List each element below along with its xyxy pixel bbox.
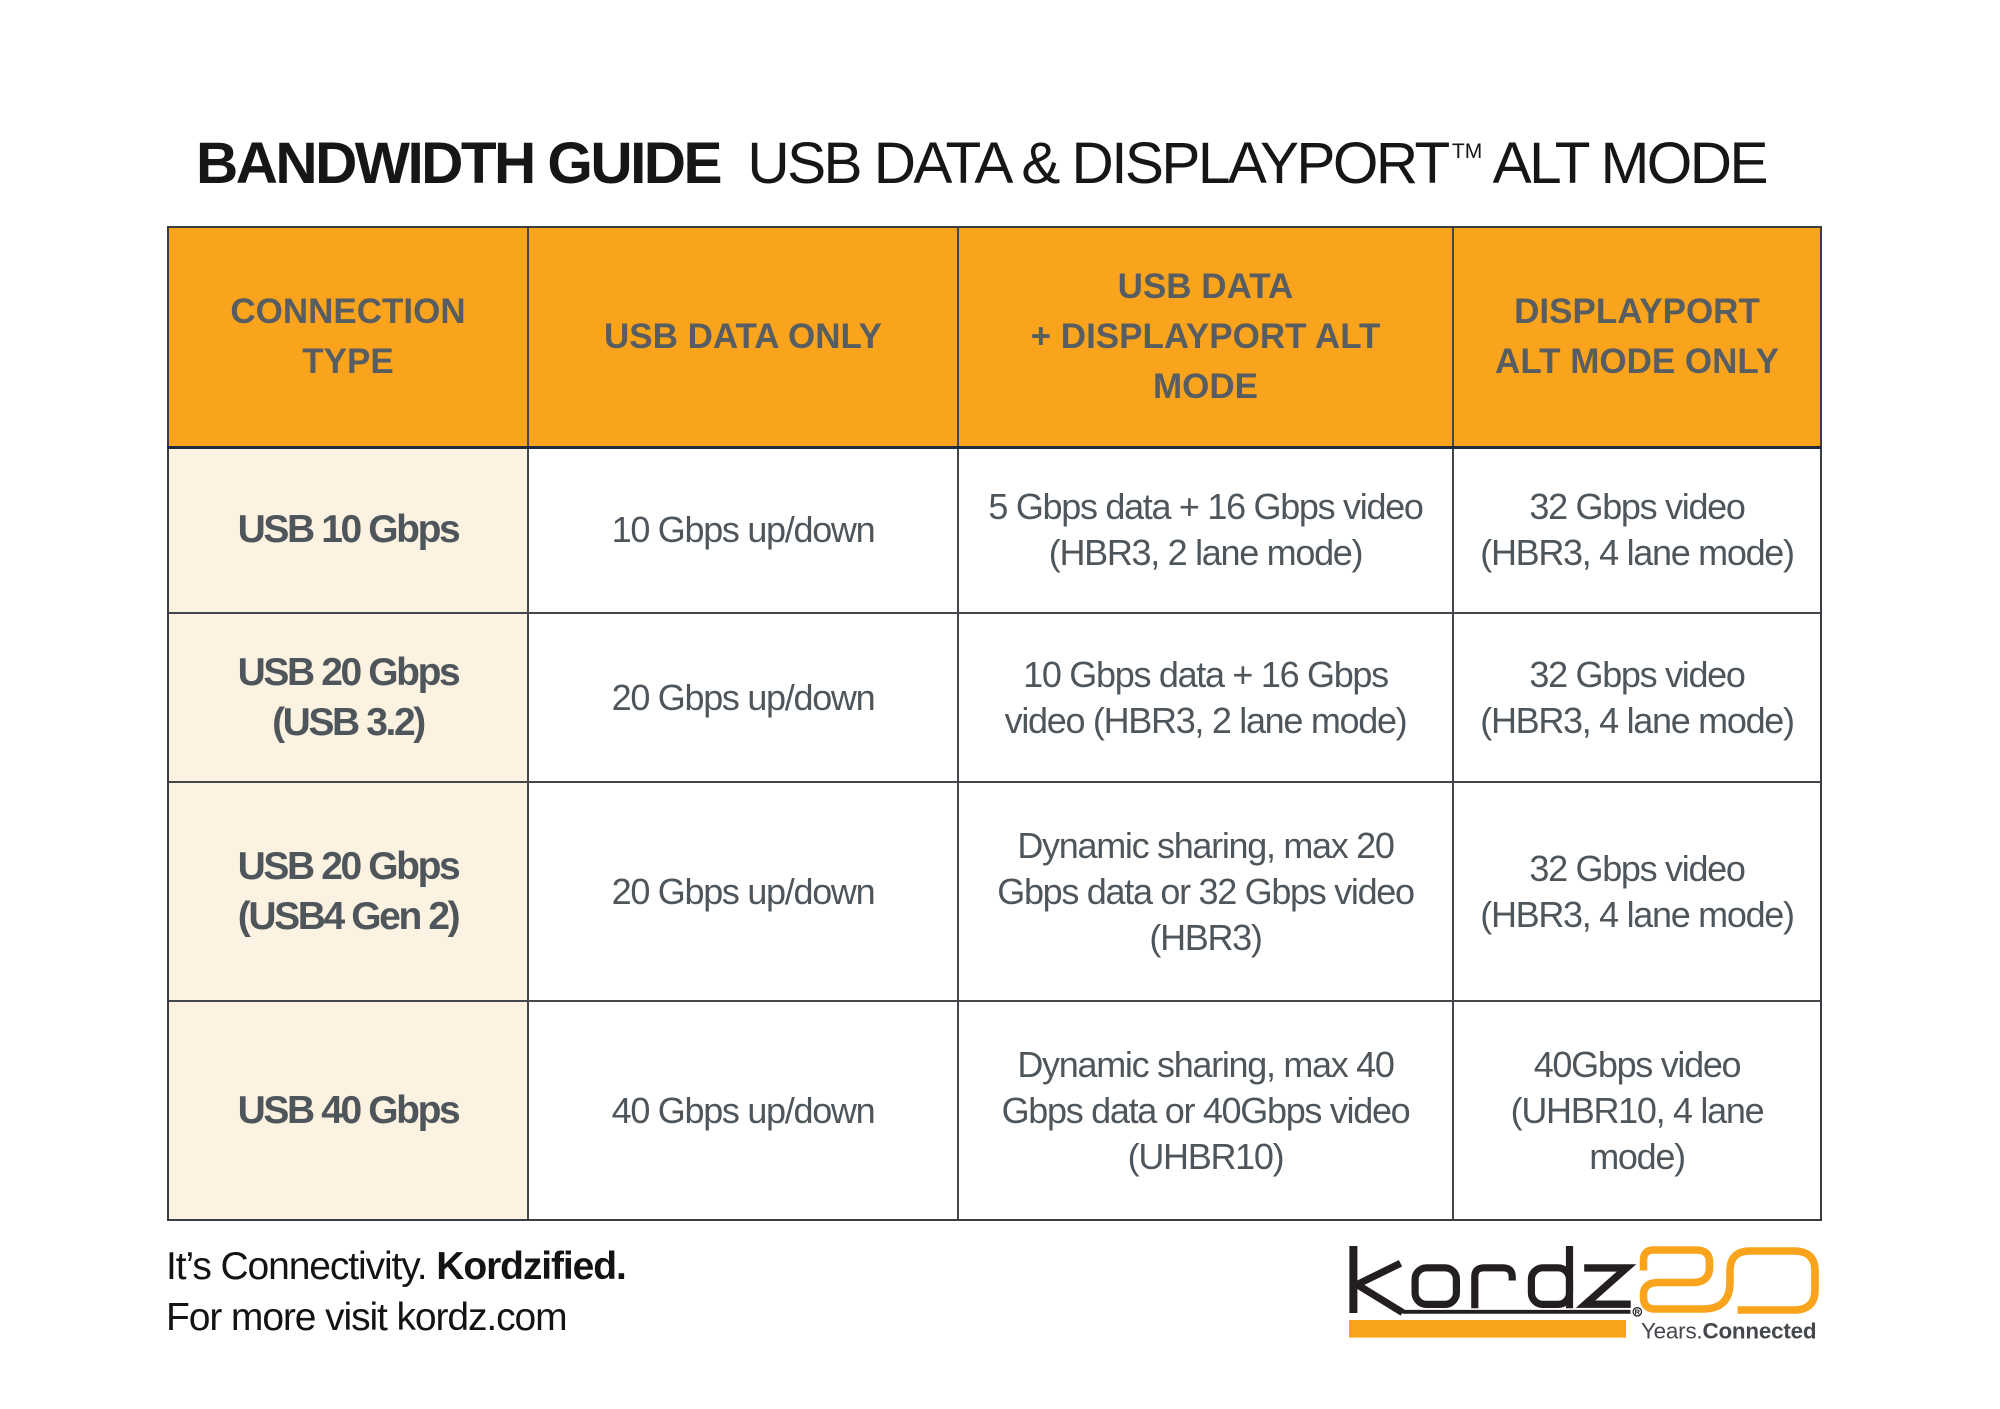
svg-text:Years.Connected: Years.Connected [1641, 1318, 1816, 1343]
svg-text:R: R [1635, 1308, 1641, 1317]
